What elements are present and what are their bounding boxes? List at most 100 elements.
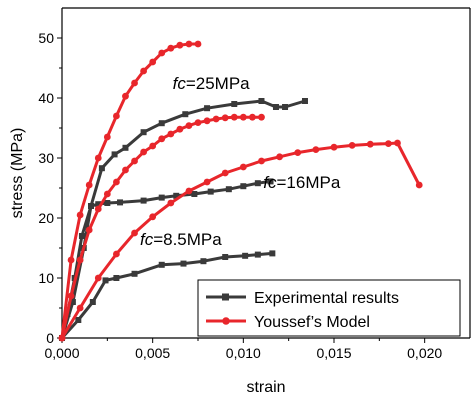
- data-point: [149, 142, 157, 150]
- data-point: [249, 113, 256, 121]
- data-point: [94, 154, 102, 162]
- data-point: [258, 98, 265, 104]
- data-point: [167, 44, 175, 52]
- annotation-suffix: =16MPa: [277, 173, 341, 192]
- data-point: [117, 199, 124, 206]
- data-point: [312, 146, 320, 154]
- data-point: [140, 148, 148, 156]
- data-point: [113, 178, 120, 186]
- data-point: [231, 101, 238, 107]
- annotation-prefix: fc: [263, 173, 277, 192]
- data-point: [348, 142, 356, 149]
- data-point: [76, 304, 84, 312]
- data-point: [185, 122, 193, 129]
- data-point: [131, 229, 138, 237]
- x-tick-label: 0,010: [226, 345, 261, 361]
- annotation-prefix: fc: [140, 230, 154, 249]
- data-point: [194, 40, 202, 48]
- data-point: [258, 157, 265, 165]
- data-point: [85, 226, 93, 234]
- data-point: [185, 187, 193, 195]
- data-point: [113, 275, 120, 281]
- data-point: [221, 169, 229, 177]
- data-point: [173, 192, 180, 199]
- data-point: [131, 157, 138, 165]
- data-point: [104, 200, 111, 206]
- annotation-suffix: =8.5MPa: [153, 230, 222, 249]
- x-axis-title: strain: [246, 379, 285, 396]
- data-point: [230, 113, 238, 121]
- legend-swatch-marker: [222, 317, 230, 325]
- data-point: [103, 133, 111, 141]
- data-point: [76, 211, 84, 219]
- data-point: [203, 117, 211, 125]
- data-point: [301, 98, 308, 104]
- data-point: [85, 181, 93, 189]
- data-point: [366, 140, 374, 148]
- data-point: [103, 190, 111, 198]
- data-point: [200, 258, 207, 265]
- legend-entry: Youssef’s Model: [206, 314, 370, 331]
- data-point: [239, 163, 247, 171]
- data-point: [88, 203, 95, 209]
- data-point: [149, 213, 157, 221]
- data-point: [122, 144, 129, 151]
- y-tick-label: 20: [38, 210, 54, 226]
- data-point: [167, 199, 175, 207]
- data-point: [185, 40, 193, 48]
- data-point: [415, 181, 423, 189]
- legend-label: Experimental results: [254, 290, 399, 307]
- data-point: [282, 104, 289, 110]
- y-tick-label: 50: [38, 30, 54, 46]
- data-point: [180, 260, 187, 267]
- series-line: [60, 99, 306, 339]
- data-point: [207, 188, 214, 195]
- data-point: [239, 113, 247, 121]
- legend-box: [197, 279, 461, 337]
- data-point: [113, 112, 120, 120]
- data-point: [242, 252, 249, 259]
- data-point: [330, 143, 338, 151]
- data-point: [272, 104, 279, 110]
- data-point: [131, 270, 138, 277]
- data-point: [269, 250, 276, 257]
- data-point: [140, 129, 147, 136]
- data-point: [167, 130, 175, 138]
- data-point: [158, 49, 166, 57]
- annotation-suffix: =25MPa: [186, 74, 250, 93]
- data-point: [58, 334, 66, 342]
- data-point: [95, 201, 102, 208]
- data-point: [94, 205, 102, 213]
- data-point: [67, 292, 75, 300]
- data-point: [98, 165, 105, 172]
- data-point: [140, 197, 147, 204]
- data-point: [225, 186, 232, 193]
- data-point: [258, 113, 265, 121]
- x-tick-label: 0,020: [407, 345, 442, 361]
- data-point: [182, 111, 189, 118]
- data-point: [267, 178, 274, 185]
- data-point: [140, 67, 148, 75]
- annotation-label: fc=25MPa: [173, 74, 251, 93]
- data-point: [158, 261, 165, 268]
- data-point: [276, 153, 283, 161]
- data-point: [221, 114, 229, 122]
- data-point: [254, 180, 261, 187]
- annotation-prefix: fc: [173, 74, 187, 93]
- data-point: [131, 79, 138, 87]
- data-point: [89, 299, 96, 305]
- series-model-4: [58, 113, 265, 342]
- legend-label: Youssef’s Model: [254, 314, 370, 331]
- y-tick-label: 0: [46, 330, 54, 346]
- annotation-label: fc=8.5MPa: [140, 230, 222, 249]
- annotation-label: fc=16MPa: [263, 173, 341, 192]
- y-tick-label: 40: [38, 90, 54, 106]
- data-point: [113, 250, 120, 258]
- data-point: [203, 178, 211, 186]
- x-tick-label: 0,015: [316, 345, 351, 361]
- data-point: [191, 191, 198, 197]
- y-tick-label: 10: [38, 270, 54, 286]
- data-point: [122, 166, 129, 174]
- data-point: [294, 149, 302, 157]
